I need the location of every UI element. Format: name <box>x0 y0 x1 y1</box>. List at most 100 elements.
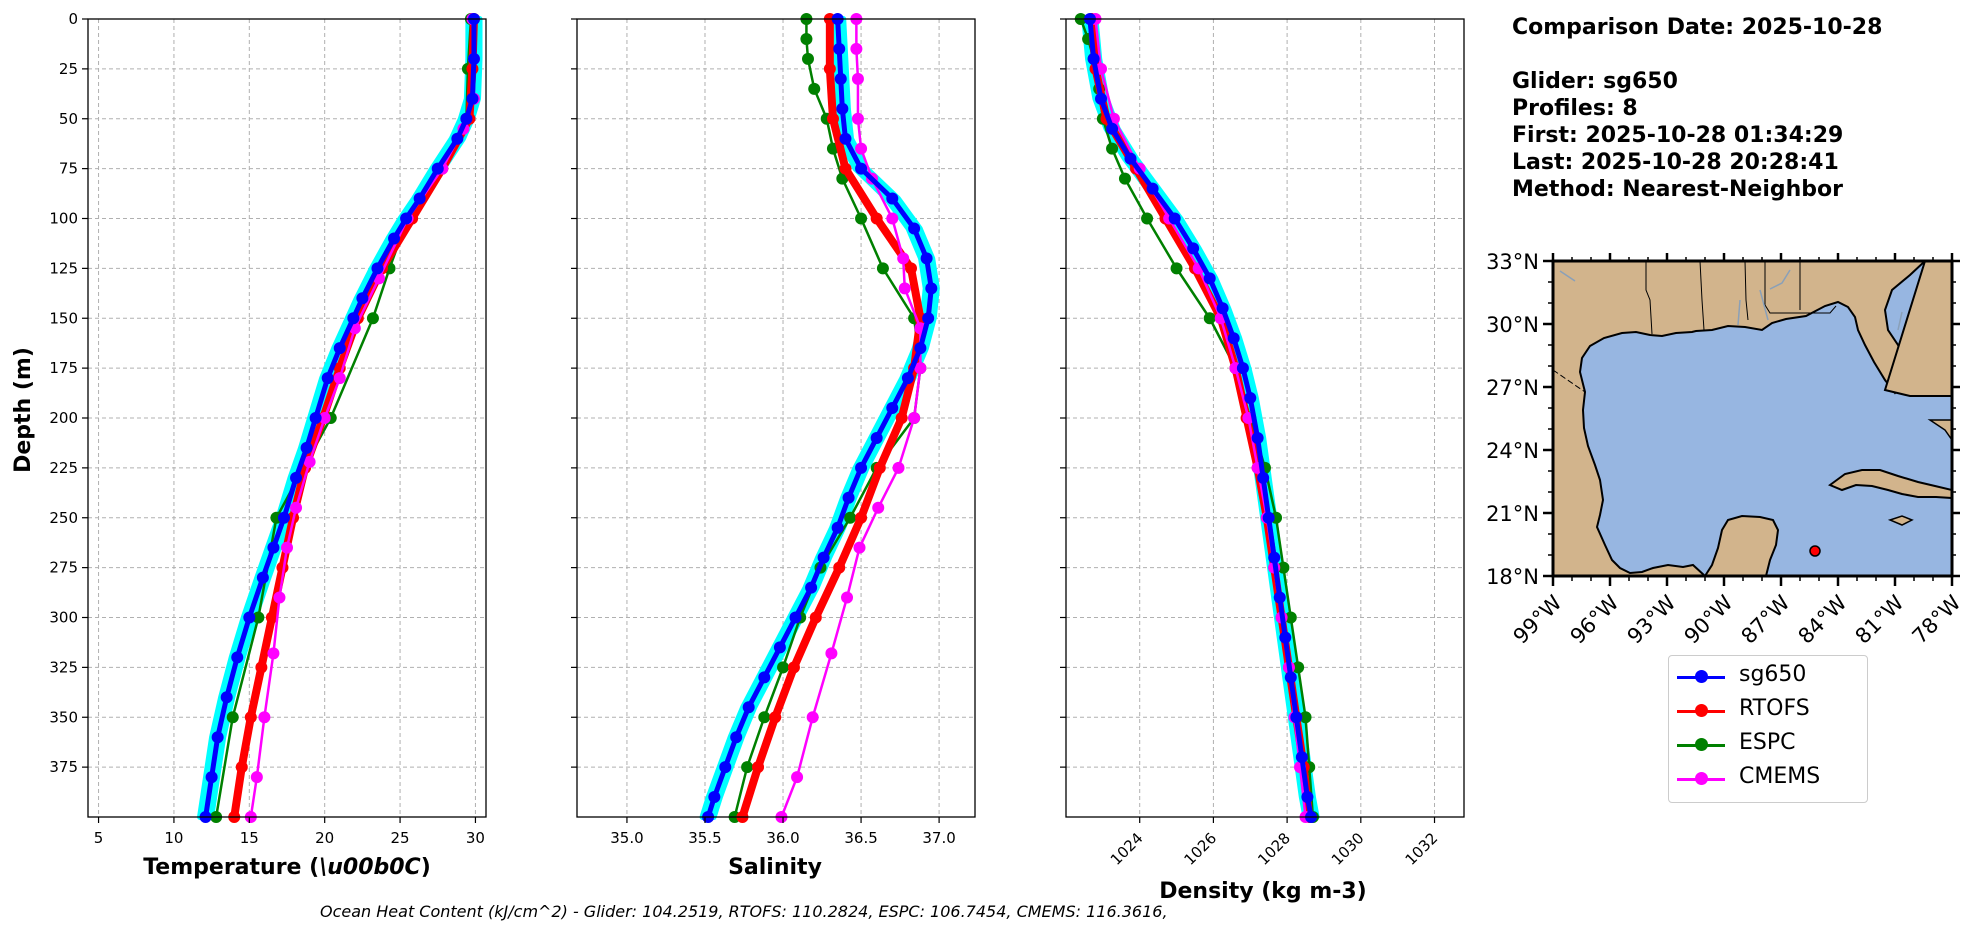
x-tick-label: 1026 <box>1181 829 1221 869</box>
salinity-axis-label: Salinity <box>728 855 822 880</box>
data-point-sg650 <box>831 521 844 534</box>
data-point-cmems <box>825 647 838 660</box>
map-land-yucatan <box>1703 514 1780 577</box>
data-point-cmems <box>914 362 927 375</box>
data-point-espc <box>366 312 379 325</box>
data-point-sg650 <box>789 611 802 624</box>
data-point-sg650 <box>1124 152 1137 165</box>
y-tick-label: 225 <box>49 459 78 477</box>
data-point-rtofs <box>255 661 268 674</box>
legend-label: sg650 <box>1739 662 1807 687</box>
y-tick-label: 50 <box>59 110 78 128</box>
y-tick-label: 75 <box>59 160 78 178</box>
data-point-espc <box>777 661 790 674</box>
y-tick-label: 300 <box>49 609 78 627</box>
data-point-rtofs <box>752 761 765 774</box>
data-point-sg650 <box>1279 631 1292 644</box>
data-point-rtofs <box>265 611 278 624</box>
y-tick-label: 100 <box>49 210 78 228</box>
data-point-sg650 <box>839 132 852 145</box>
density-panel: 1024 1026 1028 1030 1032 <box>1060 13 1465 869</box>
legend-label: RTOFS <box>1739 696 1810 721</box>
data-point-sg650 <box>231 651 244 664</box>
map-land-jamaica <box>1887 515 1914 526</box>
data-point-espc <box>1141 212 1154 225</box>
data-point-cmems <box>886 212 899 225</box>
data-point-espc <box>1106 142 1119 155</box>
data-point-sg650 <box>1236 362 1249 375</box>
data-point-sg650 <box>1290 711 1303 724</box>
x-tick-label: 30 <box>466 829 485 847</box>
x-tick-label: 20 <box>315 829 334 847</box>
x-tick-label: 35.0 <box>610 829 643 847</box>
comparison-date: Comparison Date: 2025-10-28 <box>1512 15 1883 40</box>
x-tick-label: 1032 <box>1402 829 1442 869</box>
map-y-tick-label: 18°N <box>1486 565 1539 589</box>
depth-axis-label: Depth (m) <box>11 347 36 473</box>
series-line-sg650 <box>705 18 934 818</box>
data-point-cmems <box>318 412 331 424</box>
legend-label: CMEMS <box>1739 764 1821 789</box>
x-tick-label: 1030 <box>1328 829 1368 869</box>
data-point-espc <box>1284 611 1297 624</box>
data-point-sg650 <box>1095 92 1108 105</box>
map-y-tick-label: 24°N <box>1486 439 1539 463</box>
map-x-tick-label: 78°W <box>1908 590 1966 648</box>
data-point-sg650 <box>1087 52 1100 65</box>
map-x-tick-label: 87°W <box>1737 590 1795 648</box>
data-point-sg650 <box>205 771 218 784</box>
x-tick-label: 5 <box>94 829 104 847</box>
data-point-sg650 <box>805 581 818 594</box>
data-point-sg650 <box>1203 272 1216 285</box>
data-point-rtofs <box>235 761 248 774</box>
map-x-tick-label: 84°W <box>1794 590 1852 648</box>
data-point-sg650 <box>1227 332 1240 345</box>
data-point-espc <box>1118 172 1131 185</box>
data-point-espc <box>741 761 754 774</box>
map-y-tick-label: 30°N <box>1486 313 1539 337</box>
location-map: 99°W 96°W 93°W 90°W 87°W 84°W 81°W 78°W 33°N 30°N… <box>1486 250 1966 649</box>
map-rivers <box>1559 269 1903 331</box>
data-point-espc <box>844 511 857 524</box>
data-point-espc <box>1299 711 1312 724</box>
data-point-sg650 <box>855 162 868 175</box>
data-point-cmems <box>851 112 864 125</box>
data-point-sg650 <box>855 461 868 474</box>
map-y-tick-label: 33°N <box>1486 250 1539 274</box>
data-point-sg650 <box>1295 751 1308 764</box>
data-point-cmems <box>333 372 346 385</box>
data-point-cmems <box>281 541 293 554</box>
data-point-sg650 <box>388 232 401 245</box>
data-point-sg650 <box>400 212 413 225</box>
data-point-sg650 <box>870 431 883 444</box>
data-point-sg650 <box>842 491 855 504</box>
data-point-espc <box>1170 262 1183 275</box>
data-point-sg650 <box>742 701 755 714</box>
data-point-sg650 <box>347 312 360 325</box>
data-point-sg650 <box>1244 392 1257 405</box>
x-tick-label: 1028 <box>1254 829 1294 869</box>
data-point-sg650 <box>833 42 846 55</box>
data-point-cmems <box>855 142 868 155</box>
map-y-tick-label: 21°N <box>1486 502 1539 526</box>
data-point-cmems <box>872 501 885 514</box>
data-point-espc <box>226 711 239 724</box>
data-point-sg650 <box>413 192 426 205</box>
y-tick-label: 275 <box>49 559 78 577</box>
data-point-sg650 <box>356 292 369 305</box>
data-point-sg650 <box>1216 302 1229 315</box>
data-point-sg650 <box>1268 551 1281 564</box>
y-tick-label: 0 <box>68 10 78 28</box>
y-tick-label: 200 <box>49 409 78 427</box>
data-point-rtofs <box>839 162 852 175</box>
info-block: Comparison Date: 2025-10-28 Glider: sg65… <box>1512 14 1882 203</box>
data-point-espc <box>1277 561 1290 574</box>
data-point-sg650 <box>277 511 290 524</box>
data-point-cmems <box>898 282 911 295</box>
data-point-rtofs <box>826 112 839 125</box>
data-point-sg650 <box>773 641 786 654</box>
x-tick-label: 10 <box>164 829 183 847</box>
y-tick-label: 375 <box>49 758 78 776</box>
data-point-sg650 <box>1284 671 1297 684</box>
